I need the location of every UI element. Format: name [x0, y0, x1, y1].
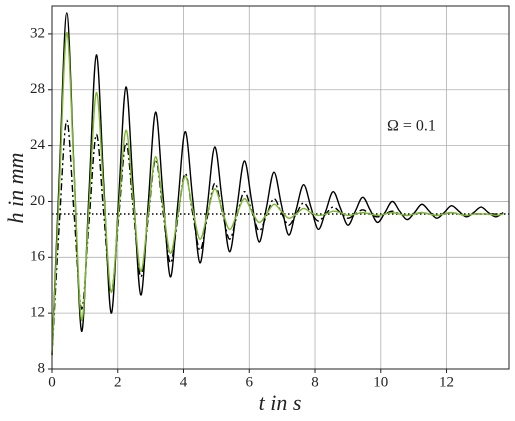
y-tick-label: 24 — [30, 137, 46, 153]
x-tick-label: 0 — [48, 374, 56, 390]
x-tick-label: 2 — [114, 374, 122, 390]
x-tick-label: 4 — [180, 374, 188, 390]
y-tick-label: 16 — [30, 249, 46, 265]
y-tick-label: 28 — [30, 81, 45, 97]
y-tick-label: 12 — [30, 305, 45, 321]
lines — [51, 12, 509, 356]
annotation: Ω = 0.1 — [387, 118, 436, 135]
y-tick-label: 20 — [30, 193, 45, 209]
x-tick-label: 10 — [373, 374, 388, 390]
plot-frame — [51, 5, 510, 370]
y-tick-label: 32 — [30, 25, 45, 41]
x-axis-label: t in s — [259, 390, 302, 415]
x-tick-label: 12 — [439, 374, 454, 390]
x-tick-label: 6 — [246, 374, 254, 390]
y-tick-label: 8 — [38, 360, 46, 376]
x-tick-label: 8 — [311, 374, 319, 390]
series-line — [51, 31, 504, 356]
y-axis-label: h in mm — [3, 153, 28, 224]
plot-area — [52, 6, 509, 369]
